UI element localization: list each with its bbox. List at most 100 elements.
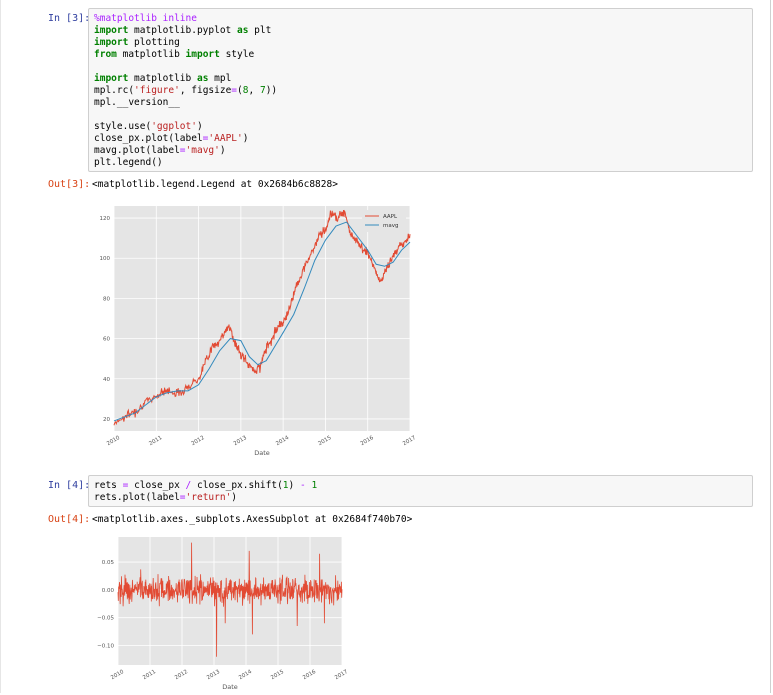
code-token: from bbox=[94, 49, 117, 60]
x-axis-label: Date bbox=[222, 683, 238, 691]
y-tick-label: 0.05 bbox=[102, 560, 115, 566]
code-token: 7 bbox=[259, 85, 266, 96]
code-token: mpl bbox=[208, 73, 232, 84]
code-token: 8 bbox=[242, 85, 249, 96]
returns-line-chart: −0.10 −0.05 0.00 0.05 2010 2011 2012 2013 2014 20… bbox=[97, 537, 350, 691]
code-line: %matplotlib inline bbox=[94, 13, 197, 25]
code-token: ) bbox=[219, 145, 226, 156]
code-token: close_px.plot(label bbox=[94, 133, 203, 144]
x-tick-label: 2014 bbox=[275, 435, 291, 447]
code-token: mavg.plot(label bbox=[94, 145, 180, 156]
code-line: import plotting bbox=[94, 37, 180, 49]
code-token: 'mavg' bbox=[185, 145, 220, 156]
code-token: / bbox=[185, 480, 192, 491]
code-token: import bbox=[185, 49, 220, 60]
code-line: rets = close_px / close_px.shift(1) - 1 bbox=[94, 480, 317, 492]
x-tick-label: 2015 bbox=[317, 435, 333, 447]
x-tick-label: 2011 bbox=[142, 669, 157, 681]
code-token: style.use( bbox=[94, 121, 152, 132]
code-token: import bbox=[94, 73, 129, 84]
code-token: matplotlib bbox=[116, 49, 186, 60]
code-token: , figsize bbox=[179, 85, 232, 96]
x-tick-label: 2011 bbox=[148, 435, 163, 447]
code-token: plt bbox=[248, 25, 272, 36]
code-cell-3[interactable]: %matplotlib inline import matplotlib.pypl… bbox=[88, 8, 753, 172]
code-line: import matplotlib as mpl bbox=[94, 73, 231, 85]
y-tick-label: 40 bbox=[103, 377, 110, 383]
code-token: import bbox=[94, 25, 129, 36]
code-token: rets bbox=[94, 480, 123, 491]
code-token: ) bbox=[196, 121, 203, 132]
price-line-chart: 20 40 60 80 100 120 2010 2011 2012 2013 2014 2015 20… bbox=[100, 206, 418, 457]
code-token: mpl.__version__ bbox=[94, 97, 180, 108]
code-token: = bbox=[202, 133, 209, 144]
code-token: plt.legend() bbox=[94, 157, 163, 168]
code-token: 1 bbox=[311, 480, 318, 491]
in-prompt-3: In [3]: bbox=[48, 13, 91, 24]
x-tick-label: 2015 bbox=[270, 669, 286, 681]
code-line: rets.plot(label='return') bbox=[94, 492, 237, 504]
out-prompt-3: Out[3]: bbox=[48, 179, 91, 190]
in-prompt-4: In [4]: bbox=[48, 480, 91, 491]
y-tick-label: 20 bbox=[103, 417, 110, 423]
code-token: = bbox=[179, 145, 186, 156]
code-token: ( bbox=[237, 85, 243, 96]
code-line: plt.legend() bbox=[94, 157, 163, 169]
code-line: mpl.__version__ bbox=[94, 97, 180, 109]
y-tick-label: −0.05 bbox=[97, 616, 114, 622]
code-line: from matplotlib import style bbox=[94, 49, 254, 61]
x-tick-label: 2010 bbox=[110, 669, 126, 681]
code-line: style.use('ggplot') bbox=[94, 121, 203, 133]
y-tick-label: −0.10 bbox=[97, 644, 114, 650]
code-line: mavg.plot(label='mavg') bbox=[94, 145, 226, 157]
code-token: matplotlib bbox=[128, 73, 197, 84]
code-token: mpl.rc( bbox=[94, 85, 135, 96]
y-tick-label: 80 bbox=[103, 296, 110, 302]
code-token: plotting bbox=[128, 37, 180, 48]
code-token: = bbox=[122, 480, 129, 491]
code-token: 'figure' bbox=[134, 85, 180, 96]
y-tick-label: 120 bbox=[100, 216, 111, 222]
code-token: 'AAPL' bbox=[208, 133, 243, 144]
code-token: ) bbox=[242, 133, 249, 144]
code-token: )) bbox=[265, 85, 278, 96]
code-token: close_px bbox=[128, 480, 186, 491]
code-token: , bbox=[248, 85, 260, 96]
x-tick-label: 2012 bbox=[174, 669, 189, 681]
x-tick-label: 2016 bbox=[360, 435, 376, 447]
series-line-aapl bbox=[113, 209, 411, 426]
legend-label: AAPL bbox=[383, 214, 398, 220]
x-tick-label: 2012 bbox=[191, 435, 206, 447]
code-token: %matplotlib inline bbox=[94, 13, 197, 24]
code-token: 1 bbox=[282, 480, 289, 491]
code-token: 'return' bbox=[185, 492, 232, 503]
code-token: ) bbox=[231, 492, 238, 503]
code-line: mpl.rc('figure', figsize=(8, 7)) bbox=[94, 85, 277, 97]
code-token: = bbox=[179, 492, 186, 503]
code-token: style bbox=[219, 49, 255, 60]
code-token: as bbox=[237, 25, 249, 36]
out-prompt-4: Out[4]: bbox=[48, 514, 91, 525]
y-tick-label: 100 bbox=[100, 256, 111, 262]
x-tick-label: 2013 bbox=[233, 435, 249, 447]
code-token: matplotlib.pyplot bbox=[128, 25, 237, 36]
code-token: = bbox=[231, 85, 238, 96]
code-line: close_px.plot(label='AAPL') bbox=[94, 133, 248, 145]
code-token: close_px.shift( bbox=[191, 480, 283, 491]
series-line-returns bbox=[117, 542, 343, 657]
x-axis-label: Date bbox=[254, 449, 270, 457]
code-token: ) bbox=[288, 480, 300, 491]
x-tick-label: 2014 bbox=[238, 669, 254, 681]
x-tick-label: 2017 bbox=[402, 435, 418, 447]
output-text-4: <matplotlib.axes._subplots.AxesSubplot a… bbox=[92, 514, 413, 525]
y-tick-label: 0.00 bbox=[102, 588, 115, 594]
output-text-3: <matplotlib.legend.Legend at 0x2684b6c88… bbox=[92, 179, 338, 190]
code-token: - bbox=[299, 480, 306, 491]
x-tick-label: 2017 bbox=[334, 669, 350, 681]
series-line-mavg bbox=[113, 221, 411, 422]
code-token: 'ggplot' bbox=[151, 121, 197, 132]
y-tick-label: 60 bbox=[103, 337, 110, 343]
code-line: import matplotlib.pyplot as plt bbox=[94, 25, 271, 37]
